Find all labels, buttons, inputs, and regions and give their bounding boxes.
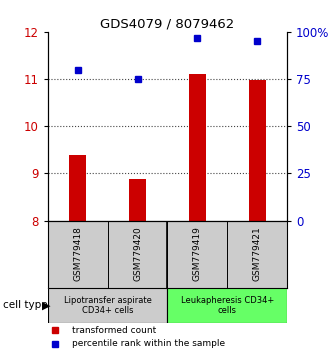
Text: ▶: ▶ — [42, 301, 50, 310]
Bar — [168, 287, 287, 323]
Text: GSM779421: GSM779421 — [253, 227, 262, 281]
Bar — [69, 155, 86, 221]
Text: Leukapheresis CD34+
cells: Leukapheresis CD34+ cells — [181, 296, 274, 315]
Text: transformed count: transformed count — [72, 326, 156, 335]
Bar — [129, 179, 146, 221]
Bar — [48, 287, 168, 323]
Text: GSM779419: GSM779419 — [193, 227, 202, 281]
Text: cell type: cell type — [3, 301, 48, 310]
Text: percentile rank within the sample: percentile rank within the sample — [72, 339, 225, 348]
Title: GDS4079 / 8079462: GDS4079 / 8079462 — [100, 18, 235, 31]
Bar — [249, 80, 266, 221]
Text: GSM779418: GSM779418 — [73, 227, 82, 281]
Bar — [189, 74, 206, 221]
Text: GSM779420: GSM779420 — [133, 227, 142, 281]
Text: Lipotransfer aspirate
CD34+ cells: Lipotransfer aspirate CD34+ cells — [64, 296, 151, 315]
